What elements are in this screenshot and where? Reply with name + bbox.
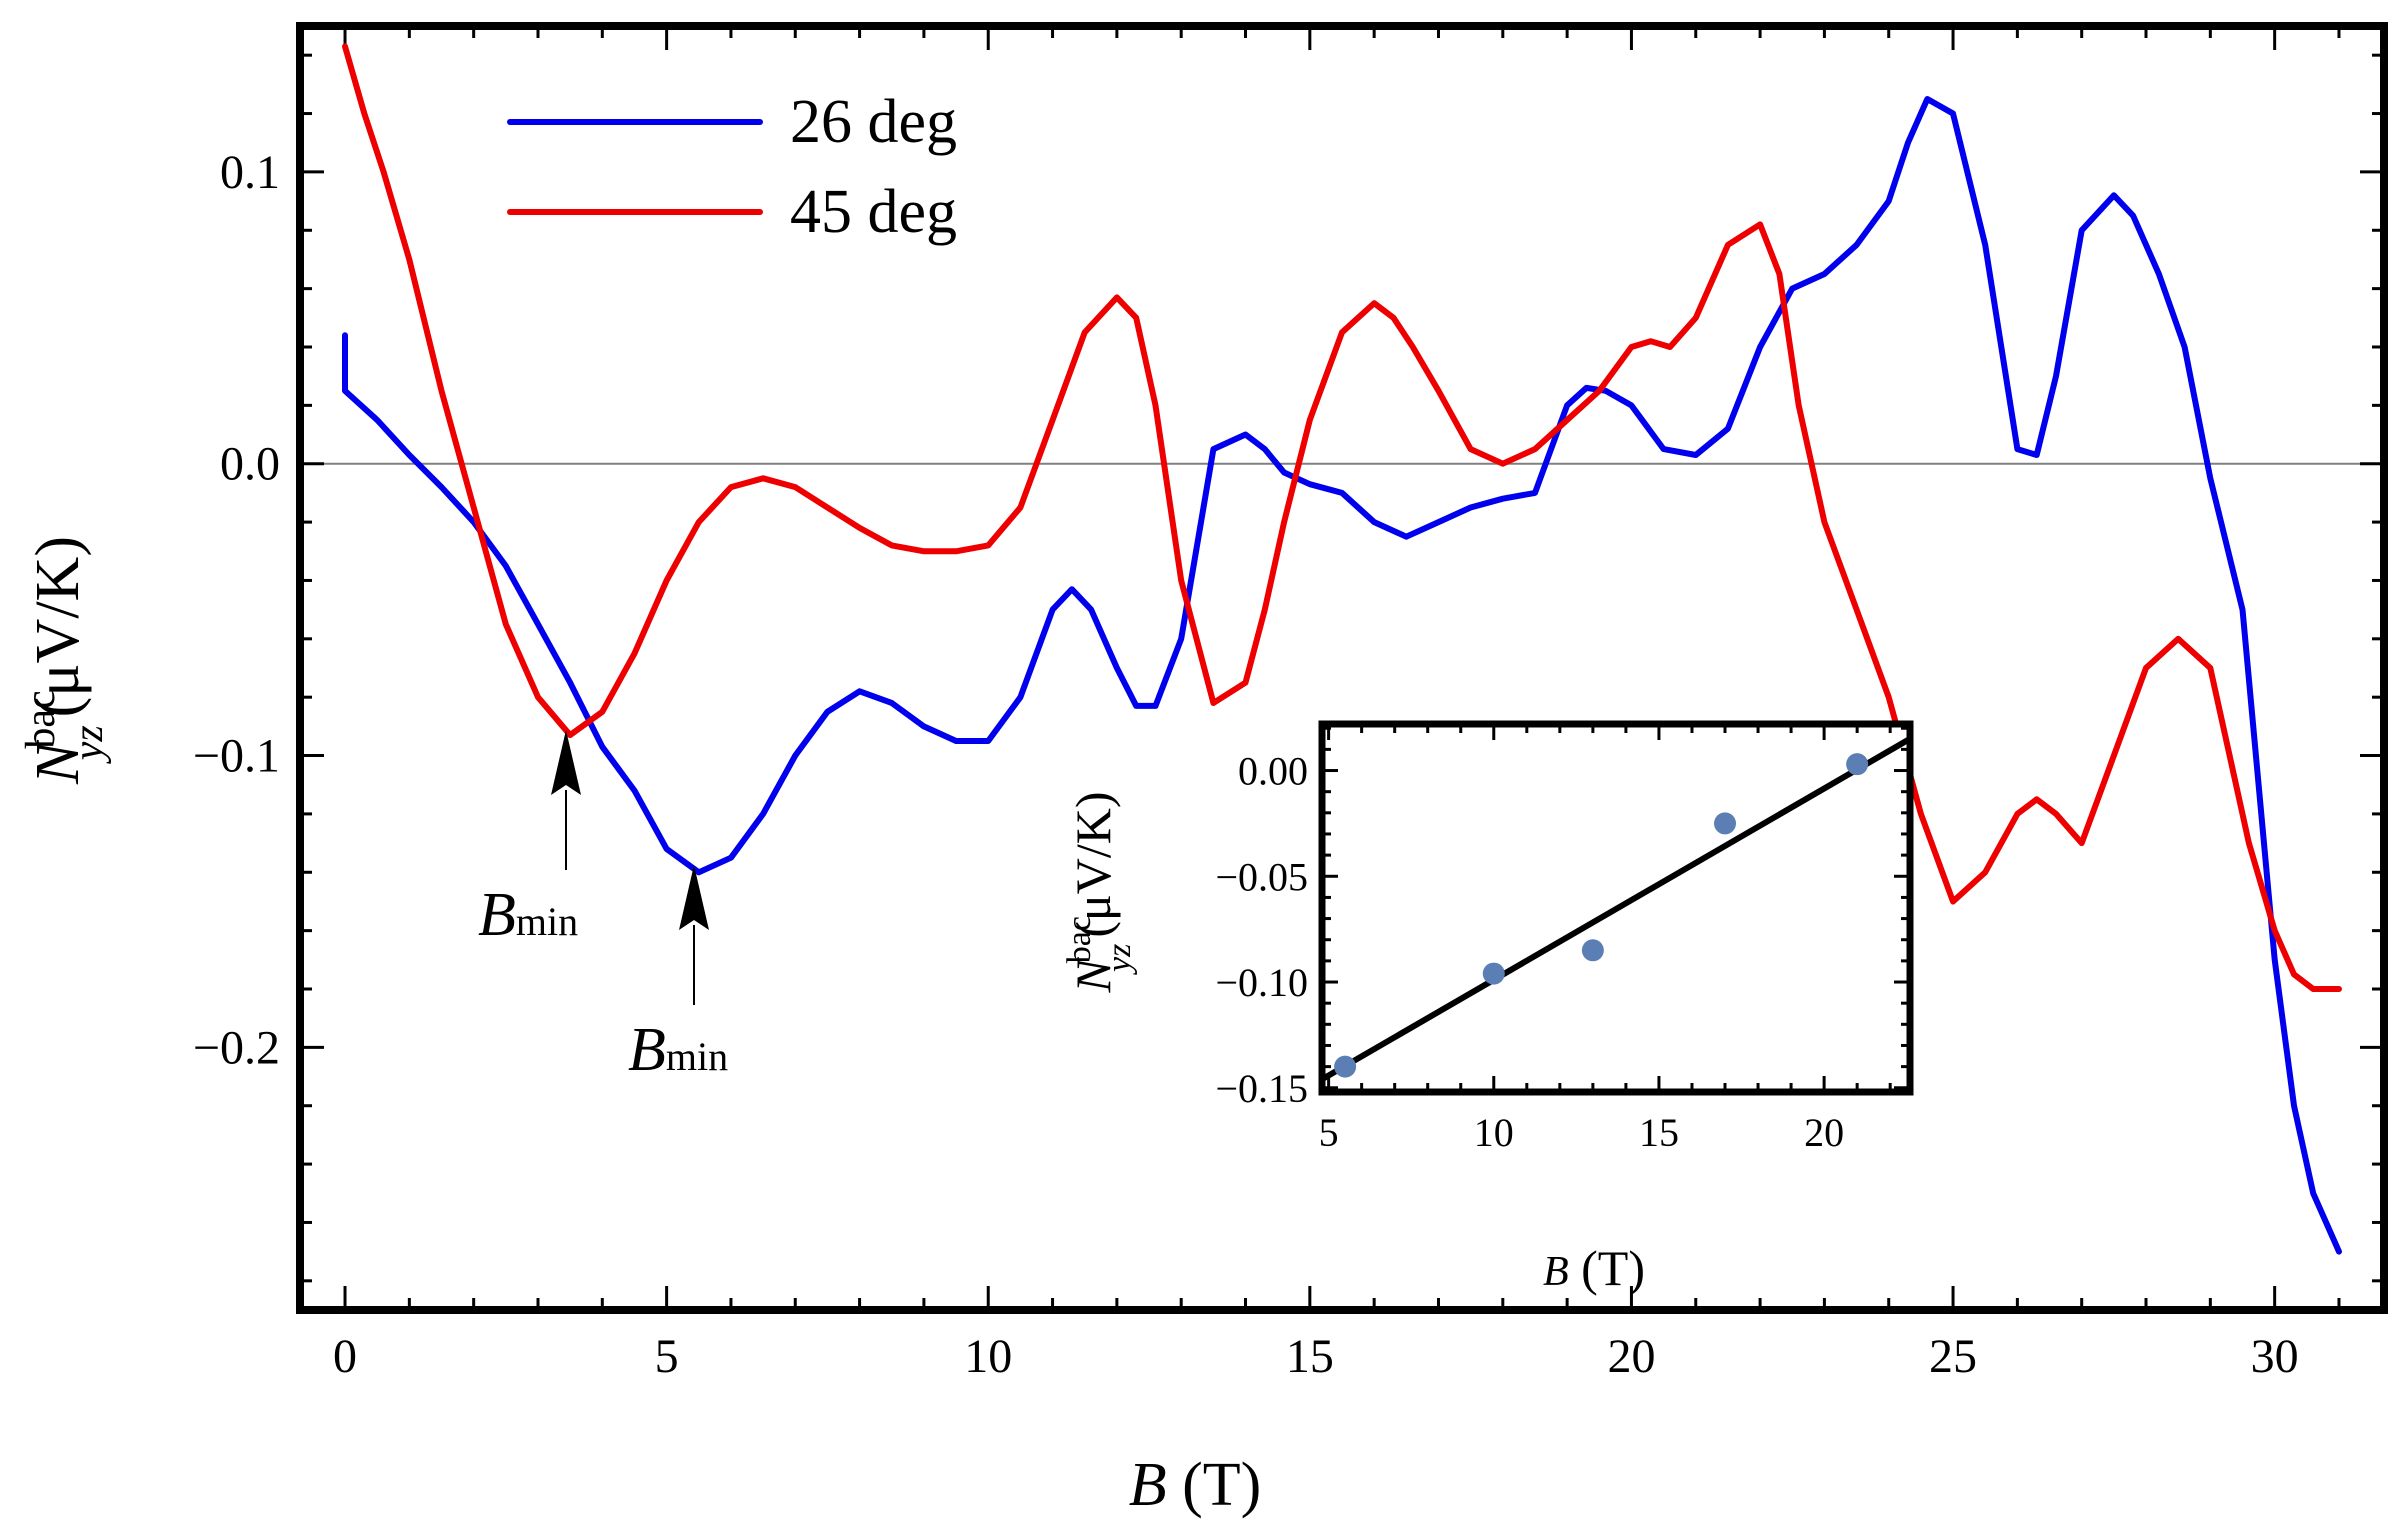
x-tick-label-0: 0 — [333, 1330, 357, 1383]
chart-background — [0, 0, 2400, 1531]
y-tick-label-0-1: 0.1 — [220, 146, 280, 199]
inset-x-tick-label-5: 5 — [1319, 1110, 1339, 1155]
y-tick-label-0-2: −0.2 — [193, 1021, 280, 1074]
y-tick-label-0-1: −0.1 — [193, 730, 280, 783]
y-tick-label-0-0: 0.0 — [220, 438, 280, 491]
inset-y-tick-label-0-05: −0.05 — [1215, 854, 1308, 899]
chart: 0 5 10 15 20 25 30 0.1 0.0 −0.1 −0.2 26 deg 45 de… — [0, 0, 2400, 1531]
inset-y-tick-label-0-00: 0.00 — [1238, 749, 1308, 794]
x-tick-label-25: 25 — [1929, 1330, 1977, 1383]
inset-data-point — [1582, 939, 1604, 961]
x-tick-label-10: 10 — [964, 1330, 1012, 1383]
legend-label-26-deg: 26 deg — [790, 88, 957, 156]
inset-y-tick-label-0-15: −0.15 — [1215, 1066, 1308, 1111]
x-tick-label-5: 5 — [655, 1330, 679, 1383]
x-axis-title: B (T) — [1129, 1451, 1262, 1519]
inset-data-point — [1483, 963, 1505, 985]
inset-data-point — [1714, 812, 1736, 834]
x-tick-label-20: 20 — [1607, 1330, 1655, 1383]
legend-label-45-deg: 45 deg — [790, 178, 957, 246]
inset-x-tick-label-10: 10 — [1474, 1110, 1514, 1155]
x-tick-label-15: 15 — [1286, 1330, 1334, 1383]
inset-x-tick-label-15: 15 — [1639, 1110, 1679, 1155]
inset-x-axis-title: B (T) — [1543, 1240, 1645, 1296]
inset-x-tick-label-20: 20 — [1804, 1110, 1844, 1155]
inset-y-tick-label-0-10: −0.10 — [1215, 960, 1308, 1005]
x-tick-label-30: 30 — [2251, 1330, 2299, 1383]
inset-data-point — [1846, 753, 1868, 775]
inset-data-point — [1334, 1056, 1356, 1078]
